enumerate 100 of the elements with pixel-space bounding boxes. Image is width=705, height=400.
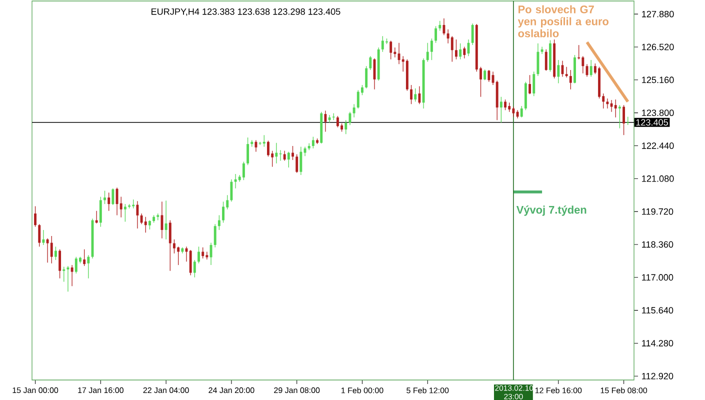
candlestick: [459, 42, 462, 60]
y-tick-label: 119.720: [642, 208, 674, 215]
candlestick: [140, 213, 143, 224]
candlestick: [312, 136, 314, 149]
candlestick: [606, 98, 609, 109]
candlestick: [590, 60, 592, 78]
candlestick: [242, 161, 245, 180]
y-tick-label: 123.800: [642, 110, 674, 116]
candlestick: [336, 116, 339, 128]
candlestick: [234, 174, 237, 189]
candlestick: [46, 238, 49, 263]
candlestick: [528, 74, 532, 94]
candlestick: [177, 246, 180, 266]
candlestick: [189, 250, 192, 276]
y-tick-label: 122.440: [642, 142, 674, 149]
candlestick: [112, 188, 114, 206]
candlestick: [418, 86, 421, 104]
candlestick: [426, 42, 429, 62]
candlestick: [614, 99, 617, 118]
candlestick: [99, 196, 102, 228]
candlestick: [124, 204, 126, 222]
candlestick: [484, 69, 486, 80]
candlestick: [292, 146, 294, 160]
candlestick: [214, 224, 216, 248]
candlestick: [287, 151, 290, 168]
candlestick: [206, 251, 208, 260]
candlestick: [442, 18, 446, 36]
candlestick: [348, 111, 352, 126]
candlestick: [296, 154, 298, 174]
candlestick: [66, 266, 70, 292]
candlestick: [173, 238, 176, 254]
candlestick: [202, 246, 204, 259]
candlestick: [463, 46, 466, 59]
candlestick: [50, 236, 53, 264]
candlestick: [512, 106, 515, 117]
candlestick: [488, 70, 490, 82]
candlestick: [74, 256, 78, 274]
candlestick: [610, 100, 613, 112]
y-tick-label: 125.160: [642, 76, 674, 84]
candlestick: [369, 56, 372, 70]
candlestick: [450, 36, 454, 62]
candlestick: [38, 224, 41, 247]
candlestick: [508, 102, 511, 112]
candlestick: [430, 38, 433, 60]
x-tick-label: 12 Feb 16:00: [535, 387, 582, 394]
candlestick: [34, 206, 37, 228]
text: EURJPY,H4 123.383 123.638 123.298 123.405: [152, 8, 340, 16]
candlestick: [569, 70, 572, 90]
candlestick: [520, 106, 523, 118]
candlestick: [42, 230, 45, 246]
candlestick: [455, 39, 458, 60]
candlestick: [83, 248, 86, 266]
candlestick: [58, 248, 62, 279]
y-tick-label: 115.640: [642, 307, 674, 314]
candlestick: [246, 137, 250, 166]
candlestick: [136, 200, 139, 229]
candlestick: [164, 200, 168, 240]
candlestick: [300, 146, 302, 176]
candlestick: [582, 56, 584, 74]
candlestick: [168, 220, 172, 272]
candlestick: [500, 96, 502, 124]
x-tick-label: 1 Feb 00:00: [341, 387, 384, 394]
candlestick: [381, 36, 384, 52]
candlestick: [434, 26, 438, 44]
x-tick-label: 29 Jan 08:00: [274, 387, 320, 393]
candlestick: [160, 201, 164, 239]
candlestick: [218, 214, 220, 230]
candlestick: [120, 196, 122, 218]
candlestick: [544, 49, 548, 71]
candlestick: [438, 20, 442, 32]
candlestick: [222, 201, 224, 223]
candlestick: [62, 266, 66, 282]
candlestick: [230, 178, 233, 202]
candlestick: [504, 99, 506, 110]
candlestick: [283, 150, 286, 162]
candlestick: [144, 216, 147, 233]
candlestick: [254, 140, 258, 152]
annotation: Vývoj 7.týden: [516, 205, 586, 216]
candlestick: [471, 23, 474, 46]
candlestick: [344, 120, 348, 134]
candlestick: [390, 40, 392, 60]
candlestick: [104, 190, 106, 204]
candlestick: [565, 66, 568, 78]
candlestick: [108, 192, 110, 212]
candlestick: [410, 84, 412, 104]
candlestick: [557, 60, 560, 84]
candlestick: [532, 71, 536, 96]
candlestick: [365, 66, 368, 89]
x-tick-label: 15 Feb 08:00: [600, 387, 648, 394]
x-tick-label: 17 Jan 16:00: [78, 387, 124, 393]
candlestick: [70, 264, 74, 286]
candlestick: [324, 110, 327, 132]
candlestick: [536, 42, 540, 76]
ref-line-label: 123.405: [636, 119, 668, 126]
y-tick-label: 118.360: [642, 241, 674, 248]
candlestick: [148, 220, 151, 230]
annotation: Po slovech G7 yen posílil a euro oslabilo: [518, 5, 608, 38]
y-tick-label: 121.080: [642, 175, 674, 182]
y-tick-label: 126.520: [642, 44, 674, 50]
x-tick-label: 15 Jan 00:00: [12, 387, 58, 393]
